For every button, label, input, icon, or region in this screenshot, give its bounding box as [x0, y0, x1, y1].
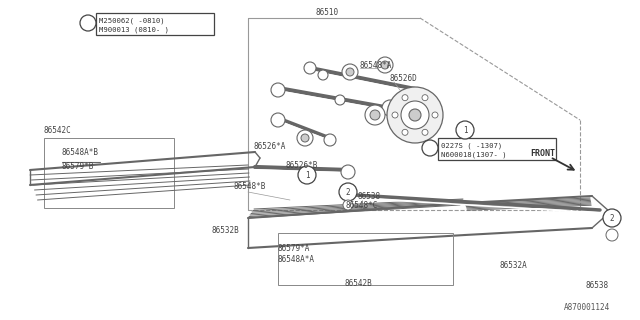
Circle shape [370, 110, 380, 120]
Text: 86532A: 86532A [500, 260, 528, 269]
Circle shape [80, 15, 96, 31]
Circle shape [346, 68, 354, 76]
Text: 1: 1 [305, 171, 309, 180]
Text: 86510: 86510 [316, 7, 339, 17]
Circle shape [432, 112, 438, 118]
Text: 86538: 86538 [358, 191, 381, 201]
Circle shape [381, 61, 389, 69]
Bar [278, 233, 453, 285]
Text: 86542C: 86542C [44, 125, 72, 134]
Text: 86538: 86538 [585, 281, 608, 290]
Circle shape [401, 101, 429, 129]
Text: 86532B: 86532B [212, 226, 240, 235]
Circle shape [324, 134, 336, 146]
Text: 86548A*B: 86548A*B [62, 148, 99, 156]
Circle shape [271, 83, 285, 97]
Circle shape [297, 130, 313, 146]
Text: 1: 1 [463, 125, 467, 134]
Bar [44, 138, 174, 208]
Circle shape [377, 57, 393, 73]
Text: N600018(1307- ): N600018(1307- ) [441, 152, 507, 158]
Text: 2: 2 [428, 143, 432, 153]
Text: 86548A*A: 86548A*A [278, 255, 315, 265]
Text: 86526*A: 86526*A [254, 141, 286, 150]
Circle shape [422, 140, 438, 156]
Circle shape [402, 129, 408, 135]
Circle shape [402, 95, 408, 101]
Circle shape [409, 109, 421, 121]
Circle shape [387, 87, 443, 143]
Text: 2: 2 [610, 213, 614, 222]
Text: 1: 1 [86, 19, 90, 28]
Circle shape [318, 70, 328, 80]
Text: 86526D: 86526D [390, 74, 418, 83]
Text: 86548*A: 86548*A [360, 60, 392, 69]
Bar [438, 138, 556, 160]
Circle shape [339, 183, 357, 201]
Circle shape [456, 121, 474, 139]
Text: 86526*B: 86526*B [285, 161, 317, 170]
Circle shape [335, 95, 345, 105]
Text: 0227S ( -1307): 0227S ( -1307) [441, 143, 502, 149]
Circle shape [271, 113, 285, 127]
Text: 2: 2 [346, 188, 350, 196]
Text: 86542B: 86542B [344, 278, 372, 287]
Circle shape [301, 134, 309, 142]
Bar [96, 13, 214, 35]
Text: FRONT: FRONT [530, 148, 555, 157]
Circle shape [603, 209, 621, 227]
Circle shape [365, 105, 385, 125]
Circle shape [606, 229, 618, 241]
Circle shape [298, 166, 316, 184]
Circle shape [382, 100, 398, 116]
Text: M900013 (0810- ): M900013 (0810- ) [99, 27, 169, 33]
Text: A870001124: A870001124 [564, 303, 610, 312]
Text: 86548*C: 86548*C [345, 201, 378, 210]
Circle shape [392, 112, 398, 118]
Circle shape [343, 200, 353, 210]
Text: M250062( -0810): M250062( -0810) [99, 18, 164, 24]
Text: 86579*B: 86579*B [62, 162, 94, 171]
Circle shape [341, 165, 355, 179]
Circle shape [342, 64, 358, 80]
Text: 86548*B: 86548*B [233, 181, 266, 190]
Circle shape [304, 62, 316, 74]
Text: 86579*A: 86579*A [278, 244, 310, 252]
Circle shape [422, 129, 428, 135]
Circle shape [422, 95, 428, 101]
